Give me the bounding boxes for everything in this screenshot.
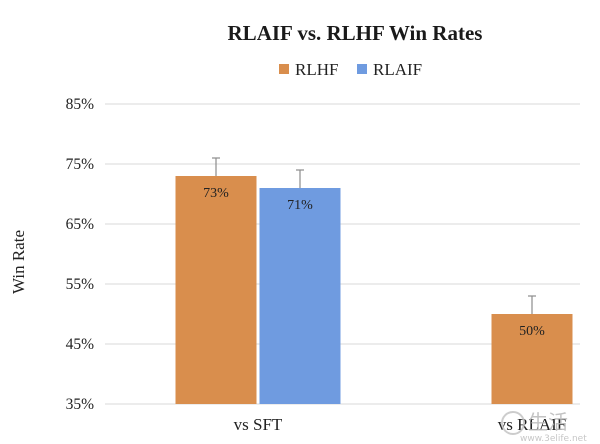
y-tick-label: 35% xyxy=(66,396,95,413)
error-bars xyxy=(212,157,536,314)
chart-title: RLAIF vs. RLHF Win Rates xyxy=(228,21,483,45)
bar-rlhf-0 xyxy=(175,176,257,404)
watermark-text: 生活 xyxy=(528,410,568,434)
y-tick-label: 55% xyxy=(66,276,95,293)
legend: RLHF RLAIF xyxy=(279,60,422,79)
y-tick-label: 85% xyxy=(66,96,95,113)
y-tick-label: 75% xyxy=(66,156,95,173)
x-category-label: vs SFT xyxy=(234,415,283,434)
x-category-label: vs RLAIF xyxy=(498,415,566,434)
watermark-logo-icon xyxy=(501,411,525,435)
data-label: 73% xyxy=(203,186,229,201)
legend-swatch-rlaif xyxy=(357,64,367,74)
legend-label-rlaif: RLAIF xyxy=(373,60,422,79)
y-axis-title: Win Rate xyxy=(9,230,28,294)
data-labels: 73% 71% 50% xyxy=(203,186,545,339)
y-tick-label: 45% xyxy=(66,336,95,353)
data-label: 71% xyxy=(287,198,313,213)
data-label: 50% xyxy=(519,324,545,339)
x-axis-categories: vs SFT vs RLAIF xyxy=(234,415,567,434)
bar-rlhf-1 xyxy=(491,314,573,404)
legend-label-rlhf: RLHF xyxy=(295,60,338,79)
watermark-subtext: www.3elife.net xyxy=(520,434,587,444)
bars xyxy=(175,176,573,404)
legend-swatch-rlhf xyxy=(279,64,289,74)
y-axis-ticks: 85% 75% 65% 55% 45% 35% xyxy=(66,96,95,413)
y-tick-label: 65% xyxy=(66,216,95,233)
watermark: 生活 www.3elife.net xyxy=(501,410,587,444)
bar-rlaif-0 xyxy=(259,188,341,404)
